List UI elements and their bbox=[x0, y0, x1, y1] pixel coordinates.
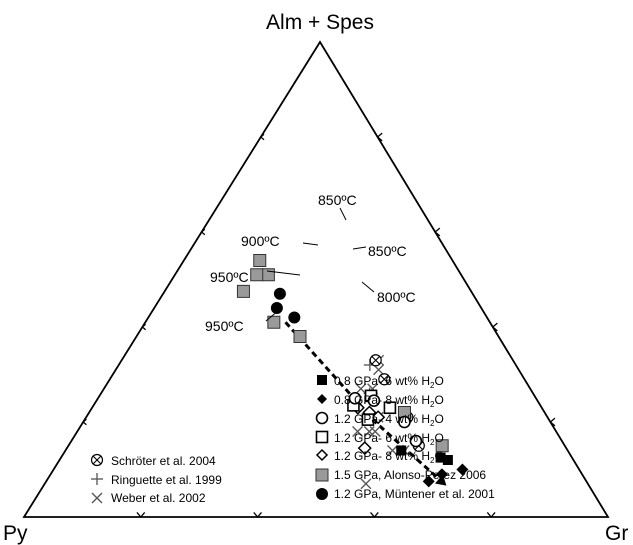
point-w-7 bbox=[355, 383, 367, 395]
legend-item-1.2gpa-8wt: 1.2 GPa- 8 wt% H2O bbox=[315, 448, 444, 465]
legend-item-muntener: 1.2 GPa, Müntener et al. 2001 bbox=[316, 487, 495, 501]
vertex-label-top: Alm + Spes bbox=[266, 11, 374, 34]
annotation-950-upper: 950ºC bbox=[210, 269, 249, 285]
point-g-2 bbox=[273, 287, 286, 300]
point-d-2 bbox=[361, 413, 375, 426]
annotation-950-lower: 950ºC bbox=[205, 318, 244, 334]
tick-bottom-1 bbox=[253, 511, 262, 519]
tick-right-3 bbox=[549, 417, 556, 427]
svg-text:Ringuette et al. 1999: Ringuette et al. 1999 bbox=[111, 473, 222, 487]
point-f-5 bbox=[250, 268, 264, 282]
point-f-7 bbox=[253, 254, 267, 267]
svg-text:1.2 GPa- 4 wt% H2O: 1.2 GPa- 4 wt% H2O bbox=[334, 412, 444, 428]
legend-item-0.8gpa-6wt: 0.8 GPa- 6 wt% H2O bbox=[317, 374, 444, 390]
legend-left: Schröter et al. 2004 Ringuette et al. 19… bbox=[90, 453, 222, 505]
tick-right-1 bbox=[434, 227, 441, 237]
point-d-0 bbox=[383, 401, 397, 415]
tick-bottom-2 bbox=[370, 511, 379, 519]
data-points bbox=[236, 254, 469, 490]
svg-text:0.8 GPa- 8 wt% H2O: 0.8 GPa- 8 wt% H2O bbox=[334, 393, 444, 409]
svg-text:1.5 GPa, Alonso-Perez 2006: 1.5 GPa, Alonso-Perez 2006 bbox=[334, 468, 486, 482]
annotation-850-right: 850ºC bbox=[368, 243, 407, 259]
tick-left-3 bbox=[82, 418, 87, 426]
point-b-2 bbox=[422, 475, 435, 488]
tick-left-1 bbox=[200, 228, 206, 236]
point-b-1 bbox=[456, 463, 469, 476]
vertex-label-left: Py bbox=[3, 522, 28, 545]
tick-right-2 bbox=[491, 322, 498, 332]
tick-left-0 bbox=[259, 133, 265, 141]
point-g-1 bbox=[270, 302, 283, 314]
point-s-2 bbox=[378, 373, 391, 386]
tick-bottom-0 bbox=[136, 511, 146, 519]
tick-right-0 bbox=[376, 132, 383, 142]
point-f-2 bbox=[293, 330, 307, 343]
point-w-1 bbox=[387, 445, 398, 456]
svg-text:Weber et al. 2002: Weber et al. 2002 bbox=[111, 491, 206, 505]
point-w-6 bbox=[373, 364, 385, 376]
annotation-800: 800ºC bbox=[377, 289, 416, 305]
point-c-2 bbox=[367, 394, 381, 407]
point-w-9 bbox=[363, 426, 375, 437]
tick-left-2 bbox=[141, 323, 147, 331]
legend-item-ringuette: Ringuette et al. 1999 bbox=[91, 473, 222, 487]
vertex-label-right: Gr bbox=[605, 522, 628, 545]
point-c-0 bbox=[409, 434, 423, 448]
point-f-3 bbox=[267, 315, 281, 329]
point-w-8 bbox=[352, 426, 364, 437]
point-g-0 bbox=[288, 311, 301, 324]
point-s-3 bbox=[369, 354, 382, 367]
annotation-850-top: 850ºC bbox=[318, 192, 357, 208]
annotation-900: 900ºC bbox=[241, 233, 280, 249]
svg-text:1.2 GPa, Müntener et al. 2001: 1.2 GPa, Müntener et al. 2001 bbox=[334, 487, 495, 501]
point-a-0 bbox=[442, 455, 453, 465]
point-a-1 bbox=[396, 445, 407, 456]
point-f-4 bbox=[261, 268, 275, 282]
point-f-1 bbox=[435, 439, 449, 453]
point-w-10 bbox=[360, 478, 372, 490]
tick-marks bbox=[82, 132, 556, 519]
legend-item-weber: Weber et al. 2002 bbox=[91, 491, 206, 505]
point-a-2 bbox=[435, 452, 446, 463]
legend-item-1.2gpa-6wt: 1.2 GPa- 6 wt% H2O bbox=[315, 430, 444, 447]
tick-bottom-3 bbox=[486, 511, 496, 519]
svg-text:0.8 GPa- 6 wt% H2O: 0.8 GPa- 6 wt% H2O bbox=[334, 374, 444, 390]
svg-text:1.2 GPa- 6 wt% H2O: 1.2 GPa- 6 wt% H2O bbox=[334, 431, 444, 447]
svg-text:1.2 GPa- 8 wt% H2O: 1.2 GPa- 8 wt% H2O bbox=[334, 449, 444, 465]
legend-item-1.2gpa-4wt: 1.2 GPa- 4 wt% H2O bbox=[315, 411, 444, 428]
svg-text:Schröter et al. 2004: Schröter et al. 2004 bbox=[111, 454, 216, 468]
point-e-3 bbox=[357, 441, 372, 456]
legend-item-0.8gpa-8wt: 0.8 GPa- 8 wt% H2O bbox=[317, 393, 444, 409]
point-c-1 bbox=[398, 415, 411, 429]
legend-item-schroter: Schröter et al. 2004 bbox=[90, 453, 216, 468]
legend-right: 0.8 GPa- 6 wt% H2O 0.8 GPa- 8 wt% H2O 1.… bbox=[315, 374, 495, 501]
legend-item-alonso-perez: 1.5 GPa, Alonso-Perez 2006 bbox=[315, 468, 486, 482]
trend-polyline bbox=[284, 321, 440, 481]
triangle-frame bbox=[22, 40, 610, 518]
temperature-annotations: 850ºC 900ºC 850ºC 950ºC 800ºC 950ºC bbox=[205, 192, 416, 334]
point-b-0 bbox=[435, 468, 448, 481]
point-c-3 bbox=[348, 391, 362, 405]
point-f-6 bbox=[236, 284, 250, 298]
